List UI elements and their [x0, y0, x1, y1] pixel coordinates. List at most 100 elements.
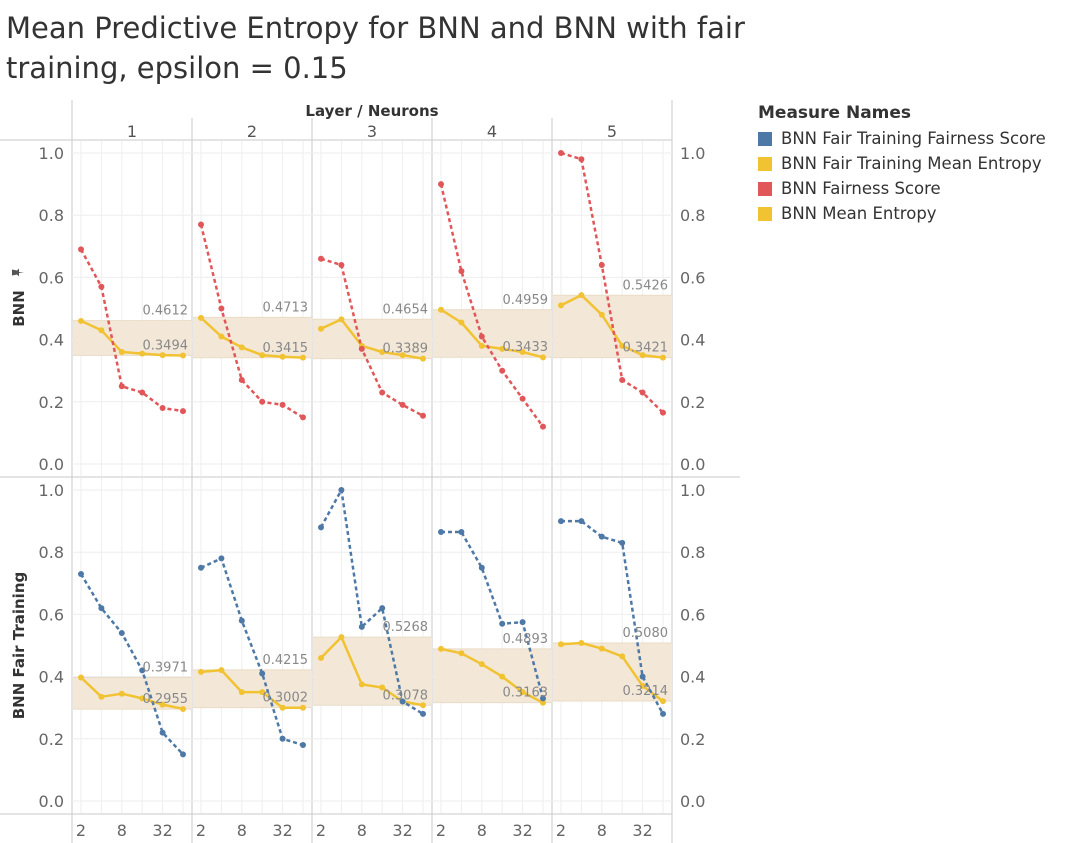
entropy-point[interactable] [238, 689, 245, 696]
fairness-point[interactable] [259, 398, 266, 405]
entropy-point[interactable] [578, 640, 585, 647]
entropy-point[interactable] [660, 698, 666, 705]
fairness-point[interactable] [619, 377, 626, 384]
entropy-point[interactable] [78, 317, 84, 324]
fairness-point[interactable] [338, 487, 345, 493]
fairness-point[interactable] [619, 539, 626, 546]
fairness-point[interactable] [218, 555, 225, 562]
fairness-point[interactable] [558, 518, 564, 525]
entropy-point[interactable] [159, 352, 166, 359]
fairness-point[interactable] [78, 570, 84, 577]
fairness-point[interactable] [139, 389, 146, 396]
fairness-point[interactable] [578, 518, 585, 525]
entropy-point[interactable] [558, 641, 564, 648]
entropy-point[interactable] [318, 325, 324, 332]
entropy-point[interactable] [420, 355, 426, 362]
entropy-point[interactable] [619, 342, 626, 349]
fairness-point[interactable] [118, 630, 125, 637]
fairness-point[interactable] [379, 605, 386, 612]
fairness-point[interactable] [540, 423, 546, 430]
entropy-point[interactable] [519, 689, 526, 696]
fairness-point[interactable] [318, 255, 324, 262]
entropy-point[interactable] [478, 661, 485, 668]
entropy-point[interactable] [139, 350, 146, 357]
fairness-point[interactable] [438, 528, 444, 535]
fairness-point[interactable] [78, 246, 84, 253]
fairness-point[interactable] [578, 156, 585, 163]
fairness-point[interactable] [379, 389, 386, 396]
fairness-point[interactable] [279, 735, 286, 742]
fairness-point[interactable] [598, 261, 605, 268]
entropy-point[interactable] [639, 682, 646, 689]
fairness-point[interactable] [558, 150, 564, 156]
entropy-point[interactable] [338, 316, 345, 323]
fairness-point[interactable] [238, 617, 245, 624]
entropy-point[interactable] [198, 668, 204, 675]
fairness-point[interactable] [259, 670, 266, 677]
entropy-point[interactable] [259, 352, 266, 359]
entropy-point[interactable] [198, 314, 204, 321]
fairness-point[interactable] [180, 408, 186, 415]
fairness-point[interactable] [180, 751, 186, 758]
entropy-point[interactable] [118, 349, 125, 356]
entropy-point[interactable] [458, 650, 465, 657]
entropy-point[interactable] [540, 699, 546, 706]
entropy-point[interactable] [78, 674, 84, 681]
entropy-point[interactable] [300, 704, 306, 711]
fairness-point[interactable] [399, 401, 406, 408]
entropy-point[interactable] [98, 327, 105, 334]
entropy-point[interactable] [358, 681, 365, 688]
fairness-point[interactable] [159, 729, 166, 736]
entropy-point[interactable] [259, 689, 266, 696]
fairness-point[interactable] [300, 414, 306, 421]
entropy-point[interactable] [598, 311, 605, 318]
fairness-point[interactable] [318, 524, 324, 531]
entropy-point[interactable] [499, 673, 506, 680]
fairness-point[interactable] [358, 623, 365, 630]
fairness-point[interactable] [198, 564, 204, 571]
fairness-point[interactable] [238, 377, 245, 384]
entropy-point[interactable] [159, 701, 166, 708]
legend[interactable]: Measure Names BNN Fair Training Fairness… [758, 103, 1046, 226]
entropy-point[interactable] [238, 344, 245, 351]
chart-area[interactable]: Layer / Neurons 1 2 3 4 5 BNN BNN Fair Training… [0, 0, 740, 843]
entropy-point[interactable] [318, 654, 324, 661]
fairness-point[interactable] [139, 667, 146, 674]
fairness-point[interactable] [499, 367, 506, 374]
fairness-point[interactable] [478, 564, 485, 571]
fairness-point[interactable] [639, 673, 646, 680]
entropy-point[interactable] [540, 354, 546, 361]
fairness-point[interactable] [358, 345, 365, 352]
fairness-point[interactable] [420, 412, 426, 419]
fairness-point[interactable] [519, 619, 526, 626]
entropy-point[interactable] [438, 645, 444, 652]
entropy-point[interactable] [499, 345, 506, 352]
fairness-point[interactable] [338, 261, 345, 268]
entropy-point[interactable] [218, 667, 225, 674]
fairness-point[interactable] [98, 283, 105, 290]
legend-item[interactable]: BNN Fairness Score [758, 176, 1046, 201]
entropy-point[interactable] [279, 353, 286, 360]
fairness-point[interactable] [519, 395, 526, 402]
fairness-point[interactable] [420, 710, 426, 717]
entropy-point[interactable] [338, 634, 345, 641]
fairness-point[interactable] [279, 401, 286, 408]
entropy-point[interactable] [180, 352, 186, 359]
entropy-point[interactable] [379, 684, 386, 691]
entropy-point[interactable] [420, 702, 426, 709]
fairness-point[interactable] [540, 695, 546, 702]
entropy-point[interactable] [399, 352, 406, 359]
fairness-point[interactable] [598, 533, 605, 540]
entropy-point[interactable] [180, 705, 186, 712]
entropy-point[interactable] [139, 695, 146, 702]
entropy-point[interactable] [218, 333, 225, 340]
entropy-point[interactable] [438, 306, 444, 313]
entropy-point[interactable] [660, 354, 666, 361]
legend-item[interactable]: BNN Mean Entropy [758, 201, 1046, 226]
fairness-point[interactable] [660, 710, 666, 717]
legend-item[interactable]: BNN Fair Training Fairness Score [758, 126, 1046, 151]
entropy-point[interactable] [558, 302, 564, 309]
fairness-point[interactable] [639, 389, 646, 396]
entropy-point[interactable] [98, 693, 105, 700]
entropy-point[interactable] [379, 349, 386, 356]
